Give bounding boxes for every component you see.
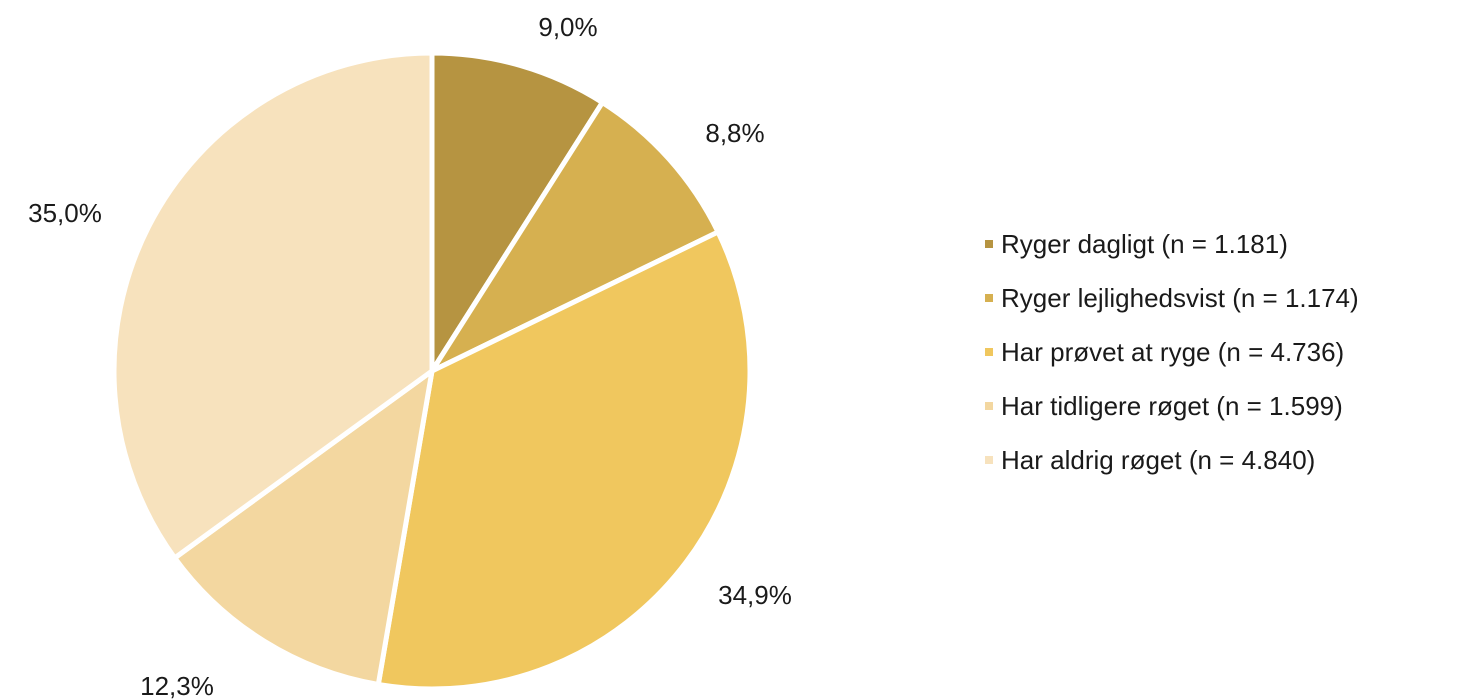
legend: Ryger dagligt (n = 1.181) Ryger lejlighe… — [985, 222, 1359, 492]
legend-item-har-aldrig-roeget: Har aldrig røget (n = 4.840) — [985, 438, 1359, 482]
legend-label: Har tidligere røget (n = 1.599) — [1001, 390, 1343, 421]
legend-item-ryger-dagligt: Ryger dagligt (n = 1.181) — [985, 222, 1359, 266]
pie-slice-har-tidligere-roeget — [172, 368, 435, 687]
legend-label: Ryger lejlighedsvist (n = 1.174) — [1001, 282, 1359, 313]
pie-slice-har-proevet-at-ryge — [375, 229, 753, 692]
legend-swatch — [985, 294, 993, 302]
pie-slice-ryger-dagligt — [429, 50, 605, 374]
legend-item-har-tidligere-roeget: Har tidligere røget (n = 1.599) — [985, 384, 1359, 428]
legend-label: Ryger dagligt (n = 1.181) — [1001, 228, 1288, 259]
slice-label-har-tidligere-roeget: 12,3% — [140, 671, 214, 699]
slice-label-har-proevet-at-ryge: 34,9% — [718, 580, 792, 610]
slice-label-ryger-dagligt: 9,0% — [538, 12, 597, 42]
legend-item-har-proevet-at-ryge: Har prøvet at ryge (n = 4.736) — [985, 330, 1359, 374]
legend-label: Har prøvet at ryge (n = 4.736) — [1001, 336, 1345, 367]
legend-label: Har aldrig røget (n = 4.840) — [1001, 444, 1316, 475]
slice-label-har-aldrig-roeget: 35,0% — [28, 198, 102, 228]
legend-swatch — [985, 348, 993, 356]
legend-swatch — [985, 240, 993, 248]
slice-label-ryger-lejlighedsvist: 8,8% — [705, 118, 764, 148]
pie-slices — [111, 50, 753, 692]
pie-slice-har-aldrig-roeget — [111, 50, 435, 561]
legend-swatch — [985, 456, 993, 464]
pie-labels: 9,0% 8,8% 34,9% 12,3% 35,0% — [28, 12, 792, 699]
pie-slice-ryger-lejlighedsvist — [429, 100, 721, 374]
legend-swatch — [985, 402, 993, 410]
legend-item-ryger-lejlighedsvist: Ryger lejlighedsvist (n = 1.174) — [985, 276, 1359, 320]
